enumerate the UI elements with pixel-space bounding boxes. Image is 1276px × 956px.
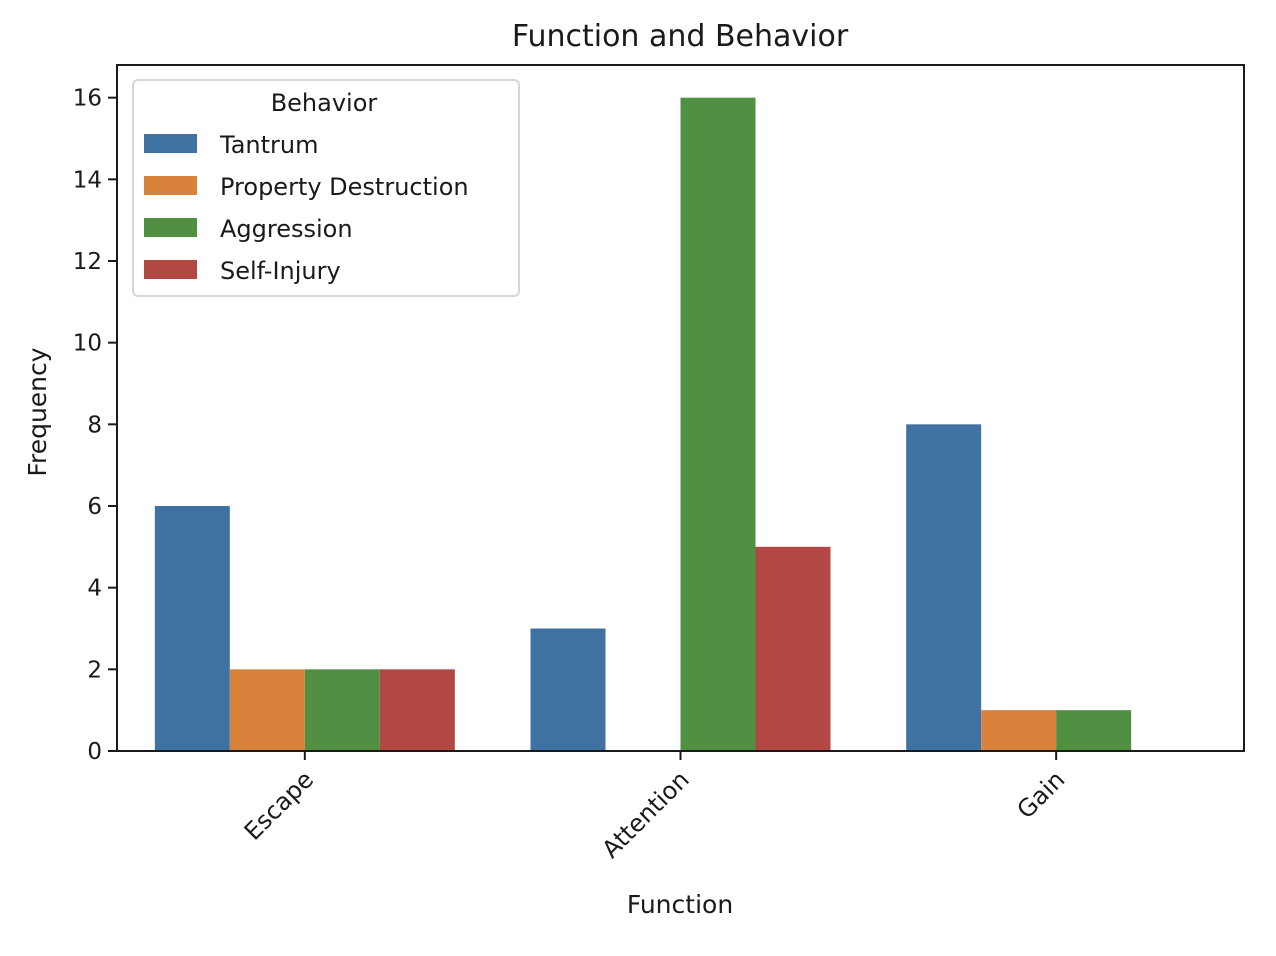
y-tick-label: 14 [73, 167, 102, 193]
bar-attention-tantrum [530, 628, 606, 751]
bar-gain-tantrum [906, 424, 982, 751]
x-tick-label-gain: Gain [1012, 765, 1071, 824]
bar-attention-aggression [680, 97, 756, 751]
legend-label-aggression: Aggression [220, 215, 353, 243]
legend-swatch-tantrum [144, 134, 197, 153]
y-tick-label: 8 [87, 412, 102, 438]
y-tick-label: 6 [87, 494, 102, 520]
legend-swatch-property-destruction [144, 176, 197, 195]
legend-swatch-self-injury [144, 260, 197, 279]
chart-title: Function and Behavior [512, 19, 849, 54]
legend-label-property-destruction: Property Destruction [220, 173, 469, 201]
legend: Behavior Tantrum Property Destruction Aggre… [132, 79, 520, 297]
legend-label-tantrum: Tantrum [219, 131, 318, 159]
x-tick-label-attention: Attention [597, 765, 695, 863]
x-tick-label-escape: Escape [239, 765, 319, 845]
legend-box [132, 79, 520, 297]
bar-escape-tantrum [154, 506, 230, 751]
bar-escape-aggression [304, 669, 380, 751]
bar-gain-property-destruction [981, 710, 1057, 751]
y-tick-label: 12 [73, 249, 102, 275]
y-tick-label: 10 [73, 331, 102, 357]
x-axis-label: Function [627, 890, 733, 919]
y-tick-label: 16 [73, 86, 102, 112]
legend-label-self-injury: Self-Injury [220, 257, 341, 285]
bar-gain-aggression [1056, 710, 1132, 751]
bar-escape-self-injury [379, 669, 455, 751]
bars-layer [154, 97, 1132, 751]
bar-attention-self-injury [755, 546, 831, 751]
y-tick-label: 2 [87, 657, 102, 683]
bar-escape-property-destruction [229, 669, 305, 751]
y-axis-label: Frequency [23, 347, 52, 476]
legend-swatch-aggression [144, 218, 197, 237]
y-tick-label: 0 [87, 739, 102, 765]
legend-title: Behavior [271, 89, 378, 117]
y-tick-label: 4 [87, 576, 102, 602]
